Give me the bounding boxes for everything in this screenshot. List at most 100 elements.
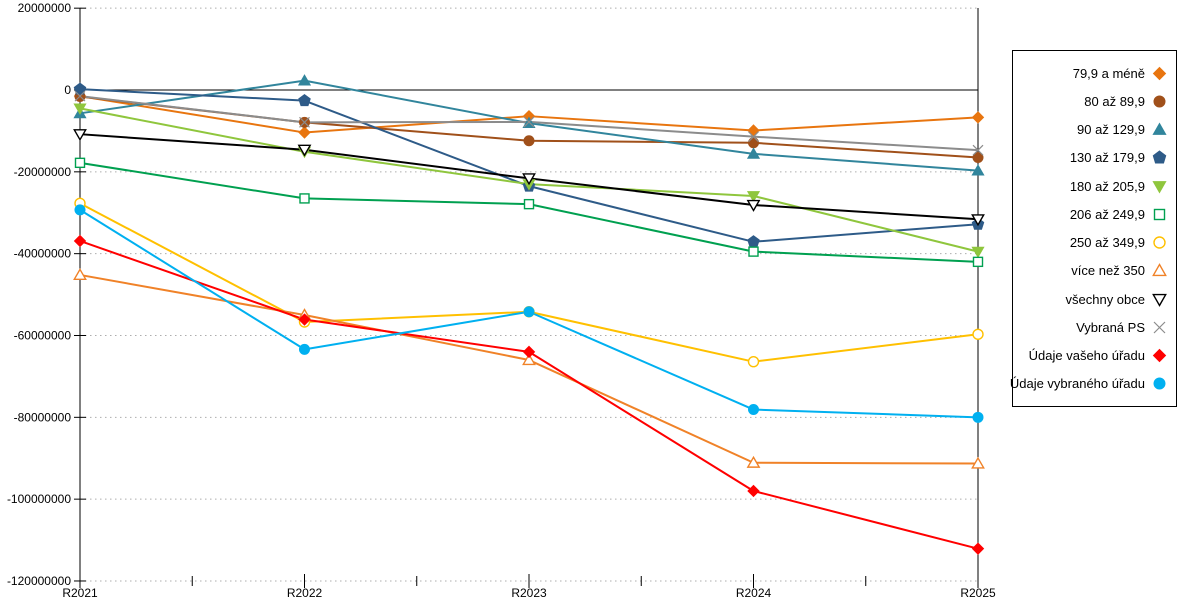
triangle-up-marker-icon <box>971 456 985 469</box>
legend-item-label: Údaje vašeho úřadu <box>1028 348 1145 364</box>
circle-marker-icon <box>74 204 86 216</box>
square-marker-icon <box>523 198 535 210</box>
legend-item: 80 až 89,9 <box>1022 94 1167 109</box>
series-points <box>74 197 984 368</box>
series-points <box>74 90 984 156</box>
triangle-down-marker-icon <box>522 173 536 186</box>
circle-marker-icon <box>747 355 760 368</box>
legend-item-label: Údaje vybraného úřadu <box>1009 376 1145 392</box>
legend-marker-circle-icon <box>1153 236 1166 249</box>
legend-item: Vybraná PS <box>1022 320 1167 335</box>
legend-item: 130 až 179,9 <box>1022 150 1167 165</box>
legend-item-label: 90 až 129,9 <box>1077 122 1145 138</box>
square-marker-icon <box>1153 208 1166 221</box>
triangle-up-marker-icon <box>522 353 536 366</box>
triangle-up-marker-icon <box>73 268 87 281</box>
y-axis-tick-label: 20000000 <box>18 1 72 15</box>
y-axis-tick-label: -40000000 <box>14 247 72 261</box>
x-cross-marker-icon <box>523 116 535 128</box>
diamond-marker-icon <box>747 124 760 137</box>
circle-marker-icon <box>299 343 310 355</box>
diamond-marker-icon <box>298 313 311 326</box>
series-line <box>79 273 979 465</box>
series-line <box>79 202 979 363</box>
square-marker-icon <box>74 157 86 169</box>
square-marker-icon <box>972 256 984 268</box>
legend-marker-diamond-icon <box>1152 348 1167 363</box>
legend-item-label: 206 až 249,9 <box>1069 206 1145 222</box>
y-axis-tick-label: -80000000 <box>14 410 72 424</box>
triangle-down-marker-icon <box>1152 293 1167 307</box>
legend-item-label: 79,9 a méně <box>1072 65 1145 81</box>
triangle-down-marker-icon <box>746 191 761 203</box>
legend-item: 90 až 129,9 <box>1022 122 1167 137</box>
triangle-up-marker-icon <box>746 455 761 468</box>
legend-item: 206 až 249,9 <box>1022 207 1167 222</box>
square-marker-icon <box>299 193 310 204</box>
legend-item: 180 až 205,9 <box>1022 179 1167 194</box>
y-axis-tick-label: -60000000 <box>14 328 72 342</box>
legend-item: 250 až 349,9 <box>1022 235 1167 250</box>
circle-marker-icon <box>1153 236 1166 249</box>
diamond-marker-icon <box>1152 348 1167 363</box>
triangle-down-marker-icon <box>297 144 312 157</box>
x-axis-tick-label: R2024 <box>736 586 772 600</box>
circle-marker-icon <box>748 404 759 416</box>
circle-marker-icon <box>523 306 535 318</box>
square-marker-icon <box>748 246 759 257</box>
series-line <box>79 239 979 550</box>
triangle-up-marker-icon <box>1152 122 1167 136</box>
diamond-marker-icon <box>971 542 985 555</box>
legend-item: Údaje vašeho úřadu <box>1022 348 1167 363</box>
series-points <box>74 157 984 268</box>
chart-legend: 79,9 a méně 80 až 89,9 90 až 129,9 130 až 1… <box>1010 50 1177 407</box>
pentagon-marker-icon <box>73 82 87 95</box>
x-cross-marker-icon <box>1153 321 1166 334</box>
diamond-marker-icon <box>971 111 985 124</box>
triangle-down-marker-icon <box>73 129 87 142</box>
diamond-marker-icon <box>298 126 311 139</box>
legend-item-label: všechny obce <box>1065 291 1146 307</box>
circle-marker-icon <box>748 137 759 149</box>
legend-marker-pentagon-icon <box>1152 150 1167 164</box>
triangle-down-marker-icon <box>1152 180 1167 194</box>
legend-marker-circle-icon <box>1153 377 1166 390</box>
legend-marker-triangle-down-icon <box>1152 180 1167 194</box>
legend-item-label: Vybraná PS <box>1076 319 1145 335</box>
legend-item-label: 180 až 205,9 <box>1069 178 1145 194</box>
triangle-down-marker-icon <box>971 214 985 227</box>
series-points <box>73 234 985 555</box>
series-points <box>73 129 985 227</box>
series-points <box>73 268 985 469</box>
triangle-down-marker-icon <box>73 103 87 115</box>
circle-marker-icon <box>1153 377 1166 390</box>
pentagon-marker-icon <box>298 94 311 107</box>
pentagon-marker-icon <box>747 235 760 248</box>
triangle-up-marker-icon <box>1152 263 1167 277</box>
legend-item: 79,9 a méně <box>1022 66 1167 81</box>
y-axis-tick-label: -120000000 <box>7 574 71 588</box>
circle-marker-icon <box>972 411 984 423</box>
x-cross-marker-icon <box>74 90 86 102</box>
y-axis-tick-label: -20000000 <box>14 165 72 179</box>
pentagon-marker-icon <box>1152 150 1167 164</box>
circle-marker-icon <box>972 152 984 164</box>
legend-item-label: 250 až 349,9 <box>1069 235 1145 251</box>
legend-marker-triangle-down-icon <box>1152 293 1167 307</box>
legend-marker-triangle-up-icon <box>1152 122 1167 136</box>
diamond-marker-icon <box>522 345 536 359</box>
legend-item: všechny obce <box>1022 292 1167 307</box>
legend-item: Údaje vybraného úřadu <box>1010 376 1167 391</box>
x-cross-marker-icon <box>972 144 984 156</box>
x-axis-tick-label: R2025 <box>960 586 996 600</box>
triangle-up-marker-icon <box>297 74 312 86</box>
series-points <box>73 89 985 139</box>
legend-marker-square-icon <box>1153 208 1166 221</box>
legend-item-label: více než 350 <box>1071 263 1145 279</box>
triangle-up-marker-icon <box>746 147 761 159</box>
legend-item-label: 80 až 89,9 <box>1084 93 1145 109</box>
series-points <box>74 204 984 423</box>
y-axis-tick-label: -100000000 <box>7 492 71 506</box>
